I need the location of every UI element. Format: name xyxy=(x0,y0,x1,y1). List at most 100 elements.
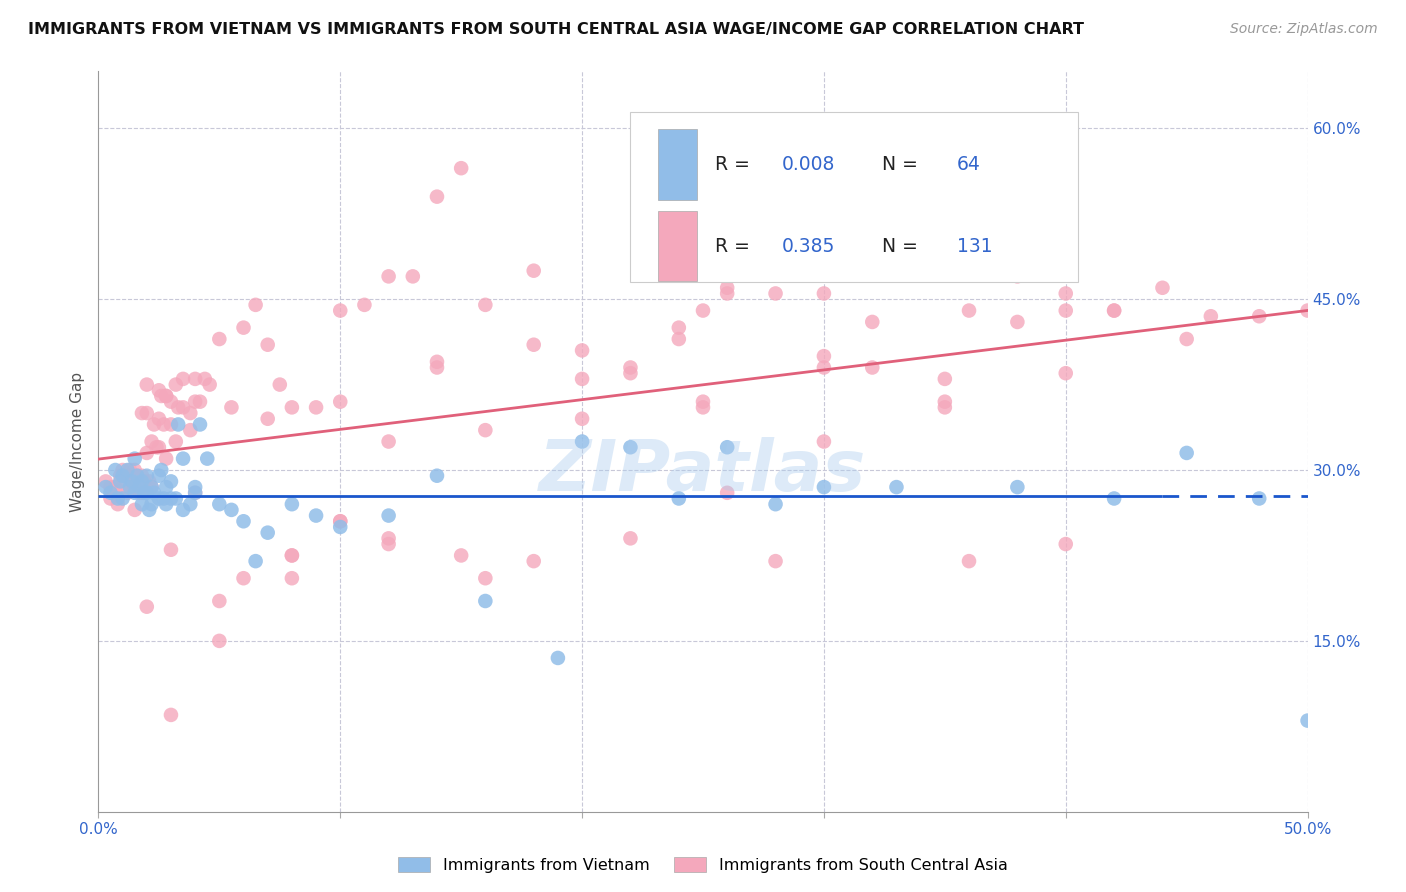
Point xyxy=(138,503,160,517)
Point xyxy=(934,372,956,386)
Point xyxy=(128,480,150,494)
Point xyxy=(131,475,153,489)
Point xyxy=(450,161,472,176)
Point xyxy=(208,332,231,346)
Point xyxy=(353,298,375,312)
Point xyxy=(111,480,134,494)
Point xyxy=(813,286,835,301)
Text: 131: 131 xyxy=(957,236,993,256)
Point xyxy=(184,394,207,409)
Point xyxy=(245,298,267,312)
Point xyxy=(377,434,399,449)
Point xyxy=(1007,269,1029,284)
Bar xyxy=(658,129,697,200)
Point xyxy=(118,463,141,477)
Point xyxy=(232,514,254,528)
Point xyxy=(256,411,278,425)
Point xyxy=(377,532,399,546)
Point xyxy=(547,651,569,665)
Point xyxy=(117,463,139,477)
Point xyxy=(152,417,174,432)
Point xyxy=(104,463,127,477)
Point xyxy=(124,463,146,477)
Point xyxy=(208,497,231,511)
Point xyxy=(150,463,173,477)
Text: 64: 64 xyxy=(957,155,981,174)
Point xyxy=(571,434,593,449)
Point xyxy=(111,468,134,483)
Point xyxy=(245,554,267,568)
Text: N =: N = xyxy=(882,236,924,256)
Point xyxy=(135,599,157,614)
Point xyxy=(148,411,170,425)
Point xyxy=(160,491,183,506)
Point xyxy=(1296,714,1319,728)
Point xyxy=(198,377,221,392)
Point xyxy=(1102,303,1125,318)
Point xyxy=(141,480,163,494)
Point xyxy=(619,366,641,380)
Point xyxy=(523,554,546,568)
Point xyxy=(131,406,153,420)
Point xyxy=(131,485,153,500)
Point xyxy=(474,423,496,437)
Point xyxy=(765,286,787,301)
Point xyxy=(329,514,352,528)
Point xyxy=(94,475,117,489)
Point xyxy=(104,480,127,494)
Text: IMMIGRANTS FROM VIETNAM VS IMMIGRANTS FROM SOUTH CENTRAL ASIA WAGE/INCOME GAP CO: IMMIGRANTS FROM VIETNAM VS IMMIGRANTS FR… xyxy=(28,22,1084,37)
Point xyxy=(619,360,641,375)
Point xyxy=(426,360,449,375)
Point xyxy=(124,485,146,500)
Legend: Immigrants from Vietnam, Immigrants from South Central Asia: Immigrants from Vietnam, Immigrants from… xyxy=(392,851,1014,880)
Point xyxy=(141,434,163,449)
Point xyxy=(155,389,177,403)
Point xyxy=(165,491,187,506)
Point xyxy=(111,491,134,506)
Point xyxy=(124,451,146,466)
Point xyxy=(135,468,157,483)
Point xyxy=(1054,366,1077,380)
Point xyxy=(860,360,883,375)
Point xyxy=(107,491,129,506)
Point xyxy=(172,372,194,386)
Point xyxy=(179,406,201,420)
Point xyxy=(1054,303,1077,318)
Point xyxy=(131,468,153,483)
Point xyxy=(188,417,211,432)
Point xyxy=(124,480,146,494)
Point xyxy=(135,446,157,460)
Point xyxy=(135,485,157,500)
Point xyxy=(117,485,139,500)
Point xyxy=(148,384,170,398)
Point xyxy=(256,337,278,351)
Point xyxy=(1249,491,1271,506)
Point xyxy=(134,485,156,500)
Point xyxy=(426,355,449,369)
Point xyxy=(281,497,304,511)
Point xyxy=(813,360,835,375)
Point xyxy=(426,189,449,203)
Point xyxy=(716,440,738,454)
Point xyxy=(1102,491,1125,506)
Point xyxy=(121,475,143,489)
Point xyxy=(100,480,122,494)
Point xyxy=(143,417,166,432)
Point xyxy=(152,491,174,506)
Point xyxy=(160,542,183,557)
Y-axis label: Wage/Income Gap: Wage/Income Gap xyxy=(70,371,86,512)
Point xyxy=(1102,303,1125,318)
Point xyxy=(208,594,231,608)
Point xyxy=(108,475,131,489)
Point xyxy=(426,468,449,483)
Point xyxy=(127,468,149,483)
Point xyxy=(100,491,122,506)
Point xyxy=(221,401,243,415)
Point xyxy=(668,332,690,346)
Point xyxy=(377,269,399,284)
Point xyxy=(131,497,153,511)
Point xyxy=(1199,310,1222,324)
Point xyxy=(1007,315,1029,329)
Point xyxy=(329,520,352,534)
Point xyxy=(165,377,187,392)
